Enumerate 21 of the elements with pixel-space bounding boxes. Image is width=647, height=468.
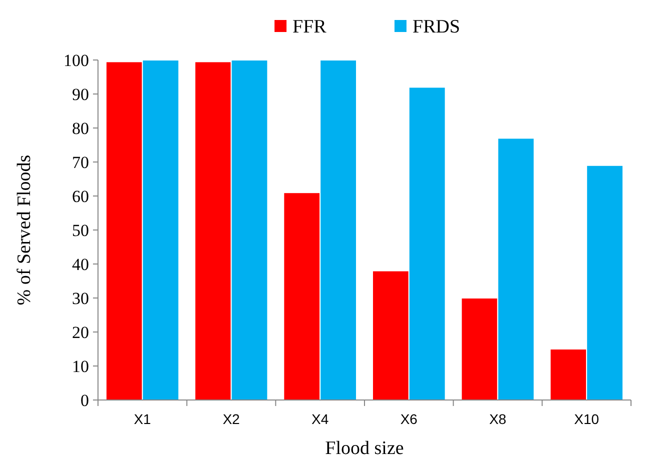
y-tick-label: 20 xyxy=(72,322,89,342)
x-tick-label: X2 xyxy=(222,411,240,427)
y-tick-label: 70 xyxy=(72,152,89,172)
y-tick-label: 80 xyxy=(72,118,89,138)
x-tick-label: X6 xyxy=(400,411,418,427)
x-axis-title: Flood size xyxy=(325,438,404,459)
y-tick-label: 30 xyxy=(72,288,89,308)
x-tick-label: X10 xyxy=(574,411,600,427)
y-tick-label: 60 xyxy=(72,186,89,206)
y-tick-label: 40 xyxy=(72,254,89,274)
x-tick-label: X8 xyxy=(489,411,507,427)
legend-label: FRDS xyxy=(412,16,460,38)
y-axis-title: % of Served Floods xyxy=(14,154,35,306)
y-tick-label: 10 xyxy=(72,356,89,376)
y-tick-label: 100 xyxy=(64,50,89,70)
x-tick-label: X1 xyxy=(134,411,152,427)
y-tick-label: 90 xyxy=(72,84,89,104)
y-tick-label: 50 xyxy=(72,220,89,240)
y-tick-label: 0 xyxy=(80,390,89,410)
x-tick-label: X4 xyxy=(312,411,329,427)
legend-label: FFR xyxy=(292,16,327,38)
